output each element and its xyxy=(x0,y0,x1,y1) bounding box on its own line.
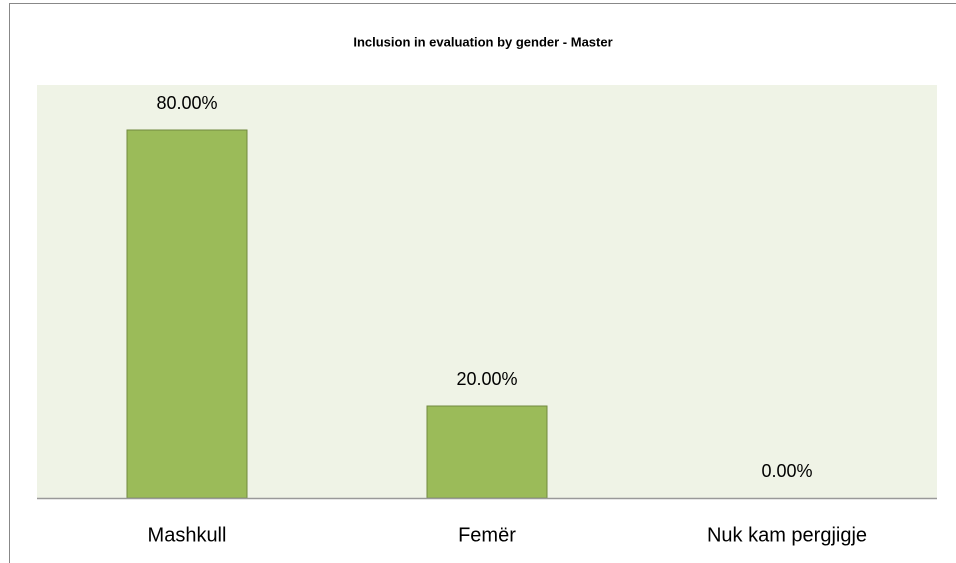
value-label: 80.00% xyxy=(156,93,217,113)
value-label: 0.00% xyxy=(761,461,812,481)
bar xyxy=(426,405,548,499)
x-tick-label: Femër xyxy=(458,524,516,546)
value-label: 20.00% xyxy=(456,369,517,389)
x-tick-label: Mashkull xyxy=(148,524,227,546)
chart-title: Inclusion in evaluation by gender - Mast… xyxy=(353,34,612,49)
x-tick-label: Nuk kam pergjigje xyxy=(707,524,867,546)
bar xyxy=(126,129,248,499)
